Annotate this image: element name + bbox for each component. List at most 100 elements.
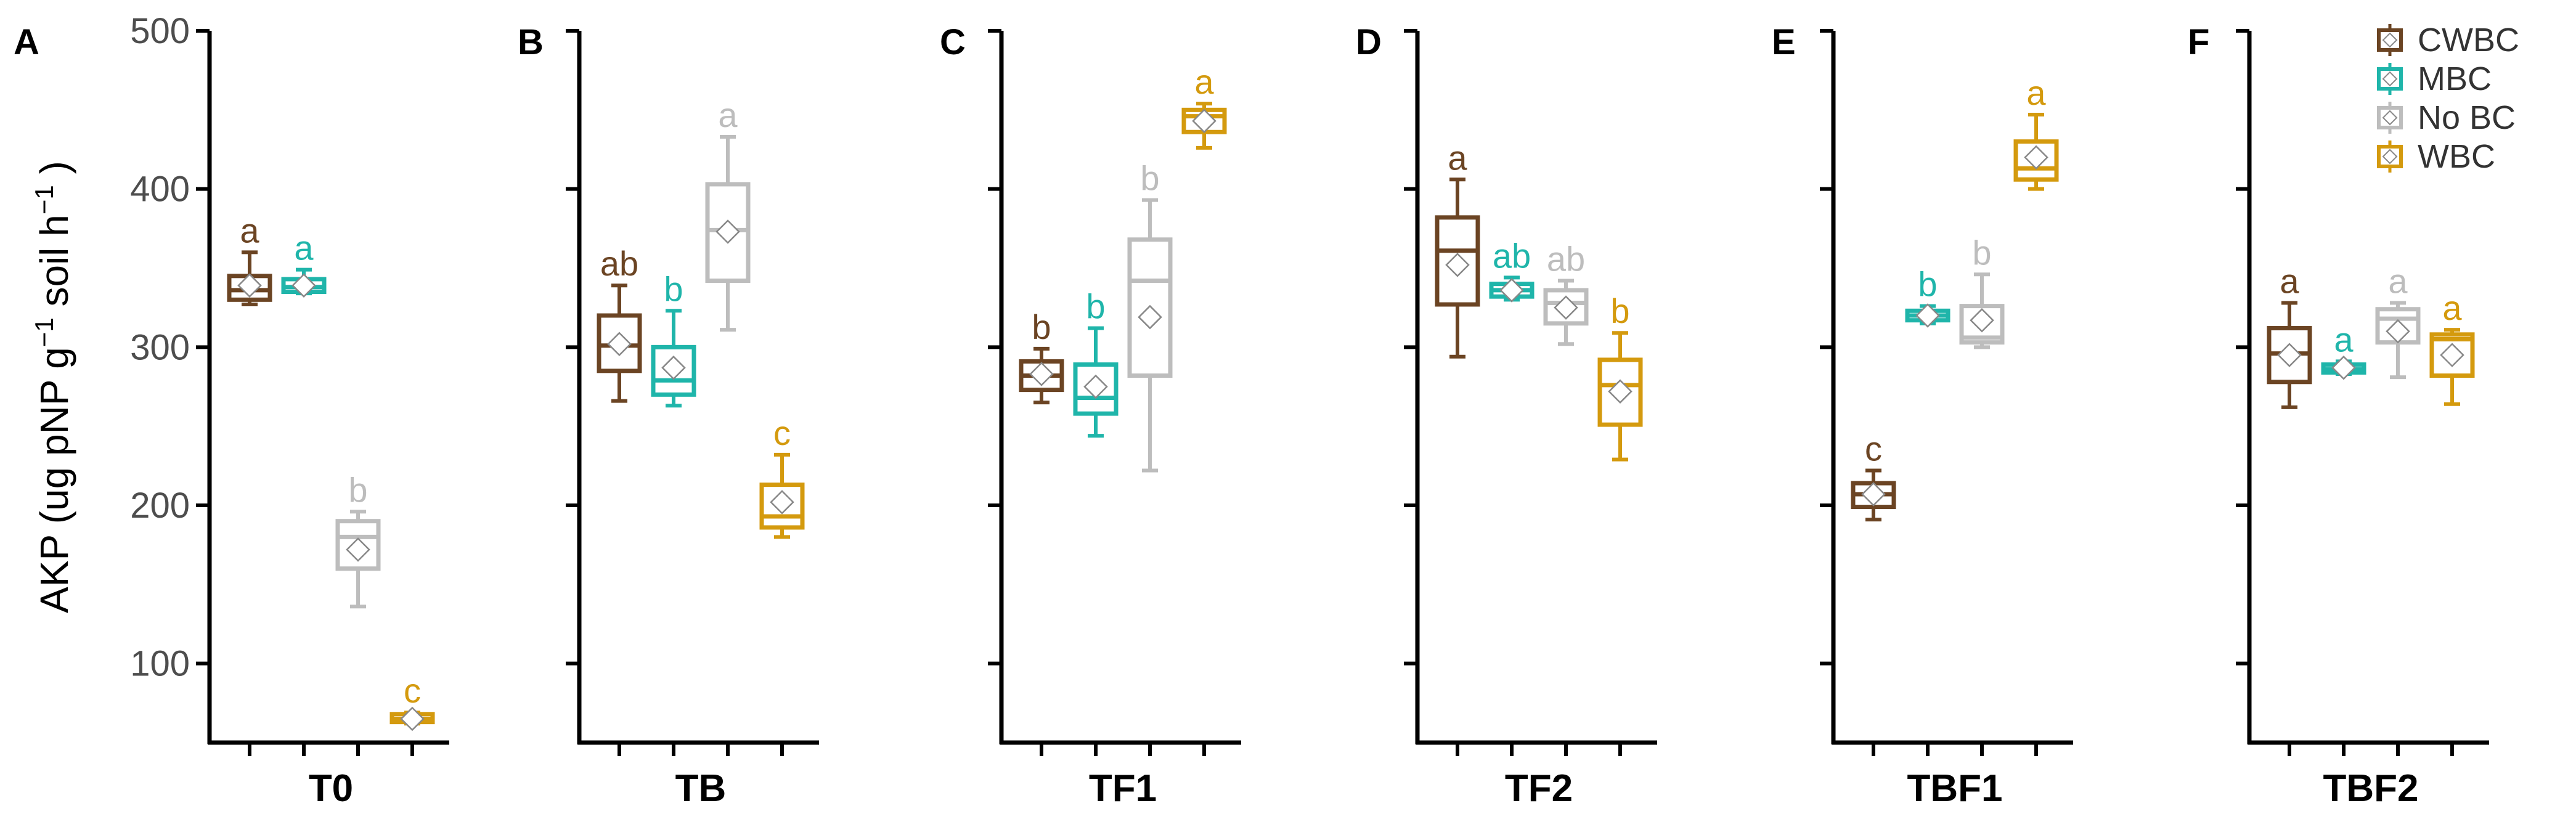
ylabel-sup-1: −1 — [30, 317, 59, 347]
significance-letter: b — [1140, 159, 1159, 198]
significance-letter: ab — [600, 244, 638, 283]
mean-marker — [346, 537, 370, 562]
y-tick-label: 500 — [130, 11, 190, 51]
legend-item-mbc: MBC — [2377, 60, 2492, 97]
significance-letter: c — [1865, 430, 1882, 468]
ylabel-sup-2: −1 — [30, 185, 59, 214]
x-axis-label: TB — [675, 767, 727, 810]
significance-letter: a — [1194, 62, 1214, 101]
mean-marker — [1083, 374, 1108, 399]
significance-letter: a — [294, 229, 314, 267]
mean-marker — [607, 332, 632, 356]
mean-marker — [1029, 362, 1054, 386]
box-t0-nobc: b — [335, 470, 381, 756]
mean-marker — [1915, 303, 1940, 328]
significance-letter: a — [2026, 73, 2046, 112]
legend-item-nobc: No BC — [2377, 99, 2516, 136]
box-tf1-wbc: a — [1181, 62, 1227, 756]
mean-marker — [237, 273, 262, 298]
mean-marker — [2277, 343, 2302, 367]
box-tb-mbc: b — [651, 269, 696, 756]
significance-letter: a — [718, 96, 738, 134]
x-axis-label: TF2 — [1505, 767, 1573, 810]
significance-letter: b — [1918, 265, 1937, 304]
box-tb-wbc: c — [759, 414, 805, 756]
significance-letter: b — [664, 269, 683, 308]
box-tf2-cwbc: a — [1435, 138, 1480, 756]
mean-marker — [2386, 319, 2410, 344]
significance-letter: b — [348, 470, 367, 509]
box-t0-wbc: c — [389, 671, 435, 756]
mean-marker — [1138, 304, 1162, 330]
mean-marker — [1554, 295, 1578, 320]
box-tf2-nobc: ab — [1543, 240, 1589, 756]
box-tf1-cwbc: b — [1019, 308, 1064, 756]
mean-marker — [1445, 253, 1470, 277]
y-tick-label: 200 — [130, 486, 190, 526]
significance-letter: a — [2334, 320, 2354, 359]
box-tb-nobc: a — [705, 96, 751, 756]
mean-marker — [1861, 482, 1886, 507]
panel-letter: E — [1772, 22, 1796, 62]
significance-letter: a — [2280, 261, 2299, 300]
legend-mean-marker — [2382, 71, 2398, 87]
mean-marker — [1608, 379, 1632, 404]
x-axis-label: TBF1 — [1907, 767, 2003, 810]
panel-t0: 100 200 300 400 500 Aa a b c T0 — [14, 11, 449, 810]
mean-marker — [1192, 108, 1217, 134]
mean-marker — [661, 355, 686, 380]
box-tbf1-nobc: b — [1959, 233, 2005, 756]
x-axis-label: TBF2 — [2323, 767, 2419, 810]
y-axis-title: AKP (ug pNP g−1 soil h−1 ) — [30, 161, 76, 613]
panel-letter: D — [1356, 22, 1382, 62]
box-tbf2-nobc: a — [2375, 261, 2421, 756]
legend-mean-marker — [2382, 32, 2398, 48]
box-tf2-mbc: ab — [1489, 236, 1535, 756]
box-tbf1-wbc: a — [2013, 73, 2059, 756]
x-axis-label: T0 — [309, 767, 353, 810]
legend-mean-marker — [2382, 110, 2398, 126]
mean-marker — [291, 273, 316, 298]
significance-letter: c — [773, 414, 791, 452]
mean-marker — [770, 490, 794, 515]
box-tbf1-mbc: b — [1905, 265, 1950, 756]
legend-mean-marker — [2382, 149, 2398, 165]
ylabel: AKP (ug pNP g — [32, 347, 76, 613]
legend-label: CWBC — [2418, 22, 2519, 59]
mean-marker — [2440, 343, 2464, 367]
box-tbf2-cwbc: a — [2267, 261, 2312, 756]
box-tb-cwbc: ab — [597, 244, 642, 756]
legend-label: No BC — [2418, 99, 2516, 136]
mean-marker — [400, 706, 425, 731]
iqr-box — [1127, 237, 1173, 378]
significance-letter: b — [1032, 308, 1051, 346]
significance-letter: ab — [1493, 236, 1531, 275]
x-axis-label: TF1 — [1089, 767, 1157, 810]
legend-label: MBC — [2418, 60, 2492, 97]
panel-letter: A — [14, 22, 39, 62]
y-tick-label: 100 — [130, 644, 190, 684]
significance-letter: b — [1610, 291, 1629, 330]
box-t0-cwbc: a — [227, 211, 272, 756]
mean-marker — [1499, 278, 1524, 303]
y-tick-label: 300 — [130, 327, 190, 367]
significance-letter: a — [1448, 138, 1467, 177]
mean-marker — [715, 219, 740, 244]
box-tf1-nobc: b — [1127, 159, 1173, 756]
box-tf1-mbc: b — [1073, 287, 1119, 756]
ylabel-mid: soil h — [32, 214, 76, 317]
y-tick-label: 400 — [130, 169, 190, 210]
panel-letter: C — [940, 22, 966, 62]
box-t0-mbc: a — [281, 229, 327, 756]
panel-letter: B — [518, 22, 544, 62]
significance-letter: c — [404, 671, 421, 710]
box-tbf2-wbc: a — [2429, 288, 2475, 756]
mean-marker — [2331, 355, 2356, 380]
legend-item-wbc: WBC — [2377, 138, 2495, 175]
legend-item-cwbc: CWBC — [2377, 22, 2519, 59]
box-tf2-wbc: b — [1597, 291, 1643, 756]
significance-letter: ab — [1547, 240, 1585, 279]
